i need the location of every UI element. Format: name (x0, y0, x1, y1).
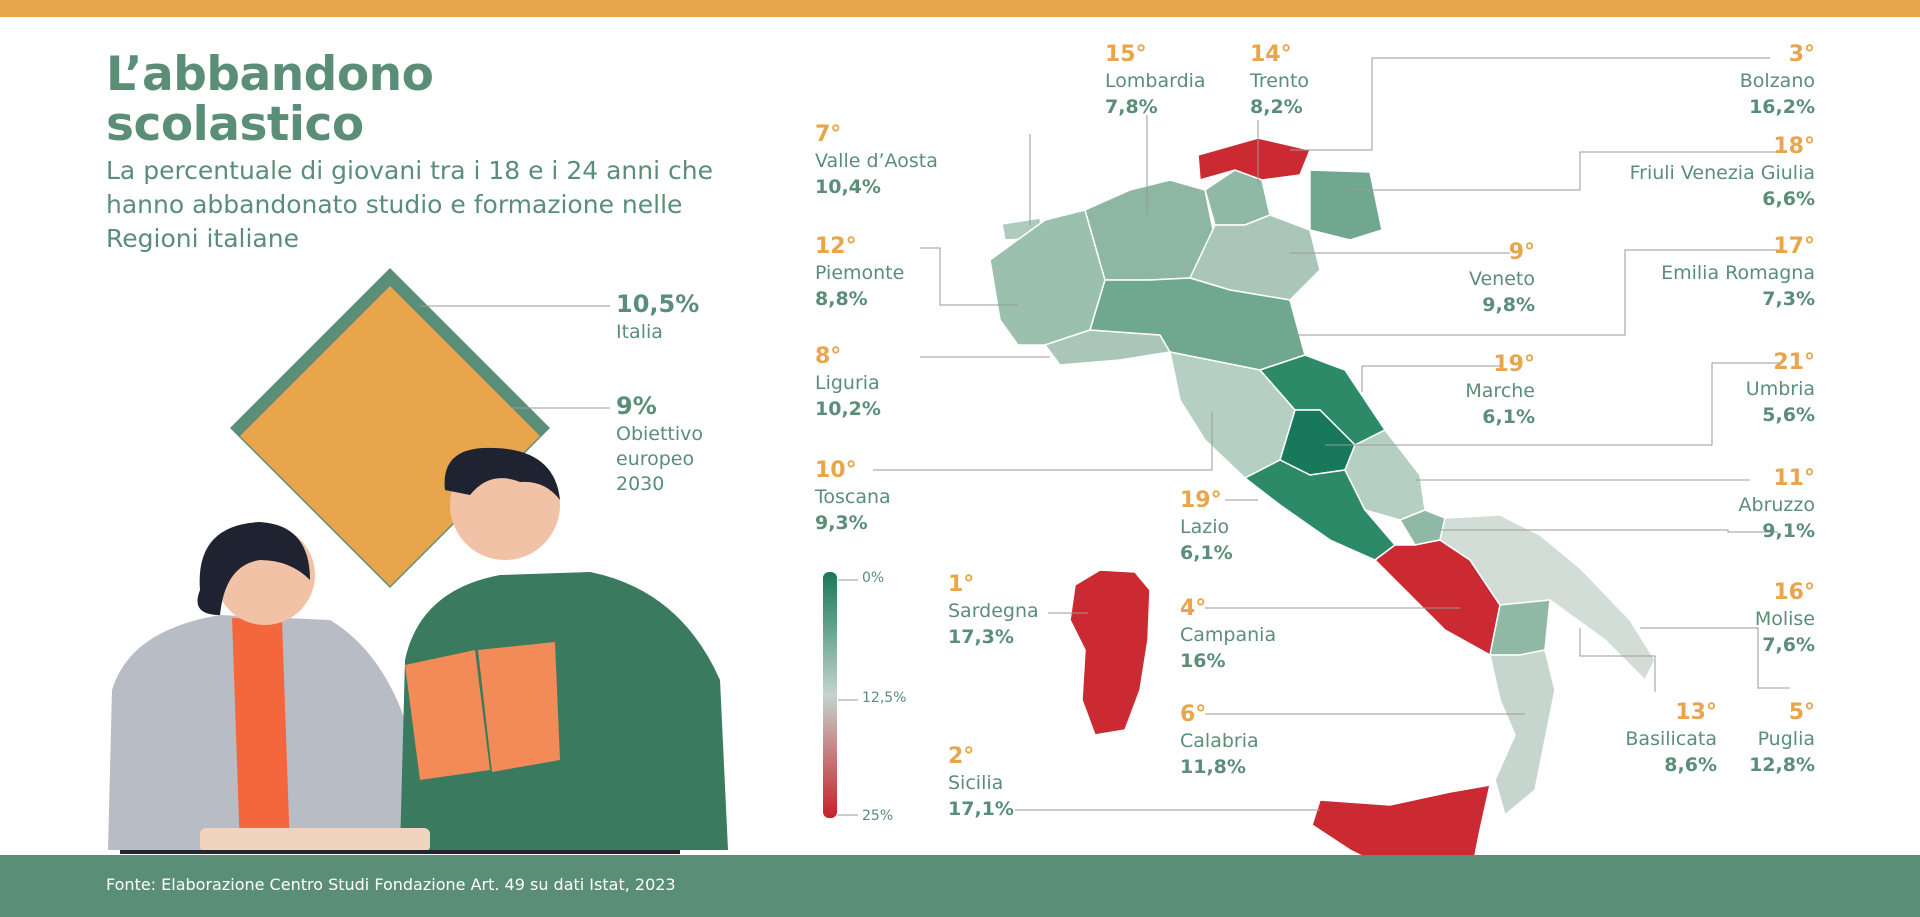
scale-min-label: 0% (862, 570, 885, 586)
leader-basilicata (1579, 628, 1656, 692)
open-book-right (478, 642, 560, 772)
color-scale-bar (823, 572, 837, 818)
region-bolzano (1197, 137, 1312, 181)
label-liguria: 8° Liguria 10,2% (815, 344, 881, 420)
obiettivo-label-2: europeo (616, 448, 695, 470)
obiettivo-value: 9% (616, 392, 657, 420)
label-calabria: 6° Calabria 11,8% (1180, 702, 1259, 778)
label-sardegna: 1° Sardegna 17,3% (948, 572, 1039, 648)
region-calabria (1489, 649, 1556, 817)
label-piemonte: 12° Piemonte 8,8% (815, 234, 905, 310)
label-toscana: 10° Toscana 9,3% (815, 458, 891, 534)
leader-marche (1361, 365, 1500, 392)
scale-max-label: 25% (862, 808, 894, 824)
leader-lines (873, 57, 1790, 811)
leader-bolzano (1290, 57, 1770, 151)
label-basilicata: 13° Basilicata 8,6% (1625, 700, 1717, 776)
label-bolzano: 3° Bolzano 16,2% (1739, 42, 1815, 118)
leader-toscana (873, 412, 1213, 471)
label-trento: 14° Trento 8,2% (1250, 42, 1310, 118)
reader-right-body (400, 572, 728, 850)
label-abruzzo: 11° Abruzzo 9,1% (1738, 466, 1815, 542)
scale-mid-label: 12,5% (862, 690, 907, 706)
region-lazio (1243, 459, 1397, 561)
table-line (120, 850, 680, 854)
label-valle-aosta: 7° Valle d’Aosta 10,4% (815, 122, 938, 198)
reader-left-hair (197, 522, 310, 615)
footer-bar: Fonte: Elaborazione Centro Studi Fondazi… (0, 855, 1920, 917)
leader-umbria (1325, 362, 1782, 446)
readers-illustration (108, 447, 728, 854)
label-lombardia: 15° Lombardia 7,8% (1105, 42, 1206, 118)
italia-value: 10,5% (616, 290, 700, 318)
label-veneto: 9° Veneto 9,8% (1468, 240, 1535, 316)
title-line-1: L’abbandono (106, 47, 434, 102)
leader-friuli (1350, 151, 1780, 191)
italy-map (989, 137, 1656, 912)
page-subtitle: La percentuale di giovani tra i 18 e i 2… (106, 156, 713, 253)
leader-piemonte (920, 247, 1018, 306)
leader-molise (1440, 529, 1778, 533)
label-marche: 19° Marche 6,1% (1465, 352, 1535, 428)
label-friuli: 18° Friuli Venezia Giulia 6,6% (1629, 134, 1815, 210)
reader-left-scarf (232, 618, 290, 850)
leader-puglia (1640, 627, 1790, 689)
label-molise: 16° Molise 7,6% (1754, 580, 1815, 656)
label-lazio: 19° Lazio 6,1% (1180, 488, 1233, 564)
source-note: Fonte: Elaborazione Centro Studi Fondazi… (106, 875, 676, 894)
leader-emilia (1295, 249, 1780, 336)
open-book (405, 650, 490, 780)
label-puglia: 5° Puglia 12,8% (1749, 700, 1815, 776)
obiettivo-label-1: Obiettivo (616, 423, 704, 445)
top-accent-bar (0, 0, 1920, 17)
obiettivo-label-3: 2030 (616, 473, 665, 495)
label-emilia: 17° Emilia Romagna 7,3% (1661, 234, 1815, 310)
title-line-2: scolastico (106, 97, 364, 152)
reader-right-hair (444, 447, 560, 500)
italia-label: Italia (616, 321, 663, 343)
page-title: L’abbandono scolastico (106, 47, 434, 152)
label-campania: 4° Campania 16% (1180, 596, 1277, 672)
table-book (200, 828, 430, 852)
label-sicilia: 2° Sicilia 17,1% (948, 744, 1014, 820)
region-sardegna (1069, 569, 1151, 736)
region-friuli (1309, 169, 1383, 241)
label-umbria: 21° Umbria 5,6% (1745, 350, 1815, 426)
